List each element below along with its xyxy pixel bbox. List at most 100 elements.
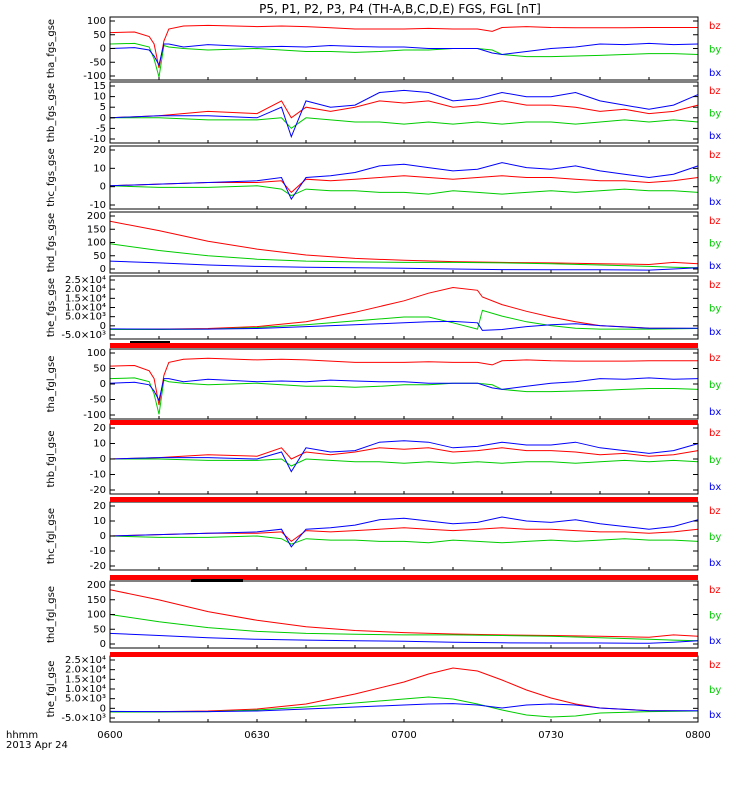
y-tick-label: 100 bbox=[87, 238, 106, 249]
panel-9: 200 150 100 50 0 thd_fgl_gse bz by bx bbox=[46, 580, 721, 650]
panel-10: 2.5×10⁴2.0×10⁴1.5×10⁴1.0×10⁴5.0×10³0-5.0… bbox=[46, 655, 721, 724]
y-tick-label: 50 bbox=[93, 364, 106, 375]
y-tick-label: 0 bbox=[100, 44, 106, 55]
y-tick-label: -10 bbox=[90, 546, 106, 557]
y-axis-label: tha_fgs_gse bbox=[46, 19, 57, 78]
legend-entry-bz: bz bbox=[709, 660, 721, 671]
y-tick-label: 50 bbox=[93, 30, 106, 41]
y-tick-label: 10 bbox=[93, 439, 106, 450]
legend-entry-by: by bbox=[709, 611, 721, 622]
y-tick-label: -5 bbox=[96, 123, 106, 134]
series-line-bz bbox=[109, 220, 699, 266]
y-tick-label: 20 bbox=[93, 145, 106, 156]
y-tick-label: 0 bbox=[100, 531, 106, 542]
x-tick-label: 0730 bbox=[538, 730, 563, 741]
y-tick-label: -10 bbox=[90, 200, 106, 211]
legend-entry-bx: bx bbox=[709, 482, 721, 493]
y-tick-label: 50 bbox=[93, 624, 106, 635]
panel-3: 20 10 0 -10 thc_fgs_gse bz by bx bbox=[46, 145, 721, 211]
legend-entry-bz: bz bbox=[709, 428, 721, 439]
legend-entry-by: by bbox=[709, 532, 721, 543]
y-tick-label: 200 bbox=[87, 211, 106, 222]
y-tick-label: 2.0×10⁴ bbox=[65, 665, 106, 676]
series-line-bx bbox=[109, 162, 699, 201]
y-axis-label: thc_fgs_gse bbox=[46, 148, 57, 207]
series-line-bz bbox=[109, 286, 699, 330]
x-tick-label: 0600 bbox=[97, 730, 122, 741]
panel-frame bbox=[109, 145, 699, 210]
y-tick-label: 2.0×10⁴ bbox=[65, 284, 106, 295]
y-tick-label: 20 bbox=[93, 501, 106, 512]
panel-7: 20 10 0 -10 -20 thb_fgl_gse bz by bx bbox=[46, 423, 721, 496]
legend-entry-bx: bx bbox=[709, 407, 721, 418]
y-tick-label: 0 bbox=[100, 264, 106, 275]
series-line-by bbox=[109, 535, 699, 545]
y-tick-label: 0 bbox=[100, 703, 106, 714]
legend-entry-by: by bbox=[709, 304, 721, 315]
y-tick-label: -100 bbox=[83, 410, 106, 421]
x-tick-label: 0800 bbox=[685, 730, 710, 741]
y-tick-label: 1.5×10⁴ bbox=[65, 293, 106, 304]
y-tick-label: -50 bbox=[90, 395, 106, 406]
y-tick-label: 2.5×10⁴ bbox=[65, 275, 106, 286]
y-tick-label: 1.0×10⁴ bbox=[65, 684, 106, 695]
series-line-bx bbox=[109, 440, 699, 473]
series-line-by bbox=[110, 696, 699, 718]
series-line-bz bbox=[109, 527, 699, 543]
status-bar bbox=[110, 497, 698, 502]
x-tick-label: 0700 bbox=[391, 730, 416, 741]
y-tick-label: -10 bbox=[90, 470, 106, 481]
series-line-bx bbox=[109, 377, 699, 402]
y-tick-label: 0 bbox=[100, 379, 106, 390]
y-tick-label: 0 bbox=[100, 321, 106, 332]
series-line-bx bbox=[109, 42, 699, 67]
y-tick-label: -20 bbox=[90, 485, 106, 496]
y-tick-label: 200 bbox=[87, 580, 106, 591]
status-bar bbox=[110, 575, 698, 580]
y-tick-label: 10 bbox=[93, 163, 106, 174]
legend-entry-bz: bz bbox=[709, 150, 721, 161]
legend-entry-bz: bz bbox=[709, 585, 721, 596]
y-tick-label: 0 bbox=[100, 639, 106, 650]
y-tick-label: 0 bbox=[100, 182, 106, 193]
y-tick-label: 5.0×10³ bbox=[65, 312, 106, 323]
y-tick-label: 15 bbox=[93, 81, 106, 92]
series-line-by bbox=[109, 377, 699, 415]
y-tick-label: 0 bbox=[100, 113, 106, 124]
y-tick-label: 1.5×10⁴ bbox=[65, 674, 106, 685]
panel-frame bbox=[109, 501, 699, 571]
y-axis-label: the_fgl_gse bbox=[46, 661, 57, 718]
y-tick-label: -5.0×10³ bbox=[61, 330, 106, 341]
y-tick-label: 150 bbox=[87, 595, 106, 606]
legend-entry-bx: bx bbox=[709, 261, 721, 272]
legend-entry-by: by bbox=[709, 174, 721, 185]
legend-entry-by: by bbox=[709, 239, 721, 250]
y-tick-label: 10 bbox=[93, 92, 106, 103]
y-axis-label: thc_fgl_gse bbox=[46, 508, 57, 564]
y-tick-label: -20 bbox=[90, 561, 106, 572]
legend-entry-bz: bz bbox=[709, 353, 721, 364]
y-tick-label: 100 bbox=[87, 348, 106, 359]
series-line-by bbox=[109, 185, 699, 197]
y-axis-label: the_fgs_gse bbox=[46, 278, 57, 337]
series-line-bx bbox=[109, 516, 699, 548]
series-line-bz bbox=[109, 175, 699, 194]
legend-entry-bz: bz bbox=[709, 86, 721, 97]
legend-entry-by: by bbox=[709, 685, 721, 696]
y-tick-label: 5.0×10³ bbox=[65, 694, 106, 705]
series-line-bx bbox=[109, 260, 699, 271]
chart-title: P5, P1, P2, P3, P4 (TH-A,B,C,D,E) FGS, F… bbox=[259, 2, 541, 16]
legend-entry-by: by bbox=[709, 380, 721, 391]
y-tick-label: 1.0×10⁴ bbox=[65, 303, 106, 314]
y-axis-label: thd_fgs_gse bbox=[46, 213, 57, 272]
legend-entry-bx: bx bbox=[709, 636, 721, 647]
legend-entry-bz: bz bbox=[709, 280, 721, 291]
series-line-by bbox=[110, 309, 699, 330]
y-tick-label: 0 bbox=[100, 454, 106, 465]
series-line-by bbox=[109, 614, 699, 642]
status-bars bbox=[110, 341, 698, 657]
legend-entry-bz: bz bbox=[709, 21, 721, 32]
y-tick-label: 100 bbox=[87, 16, 106, 27]
